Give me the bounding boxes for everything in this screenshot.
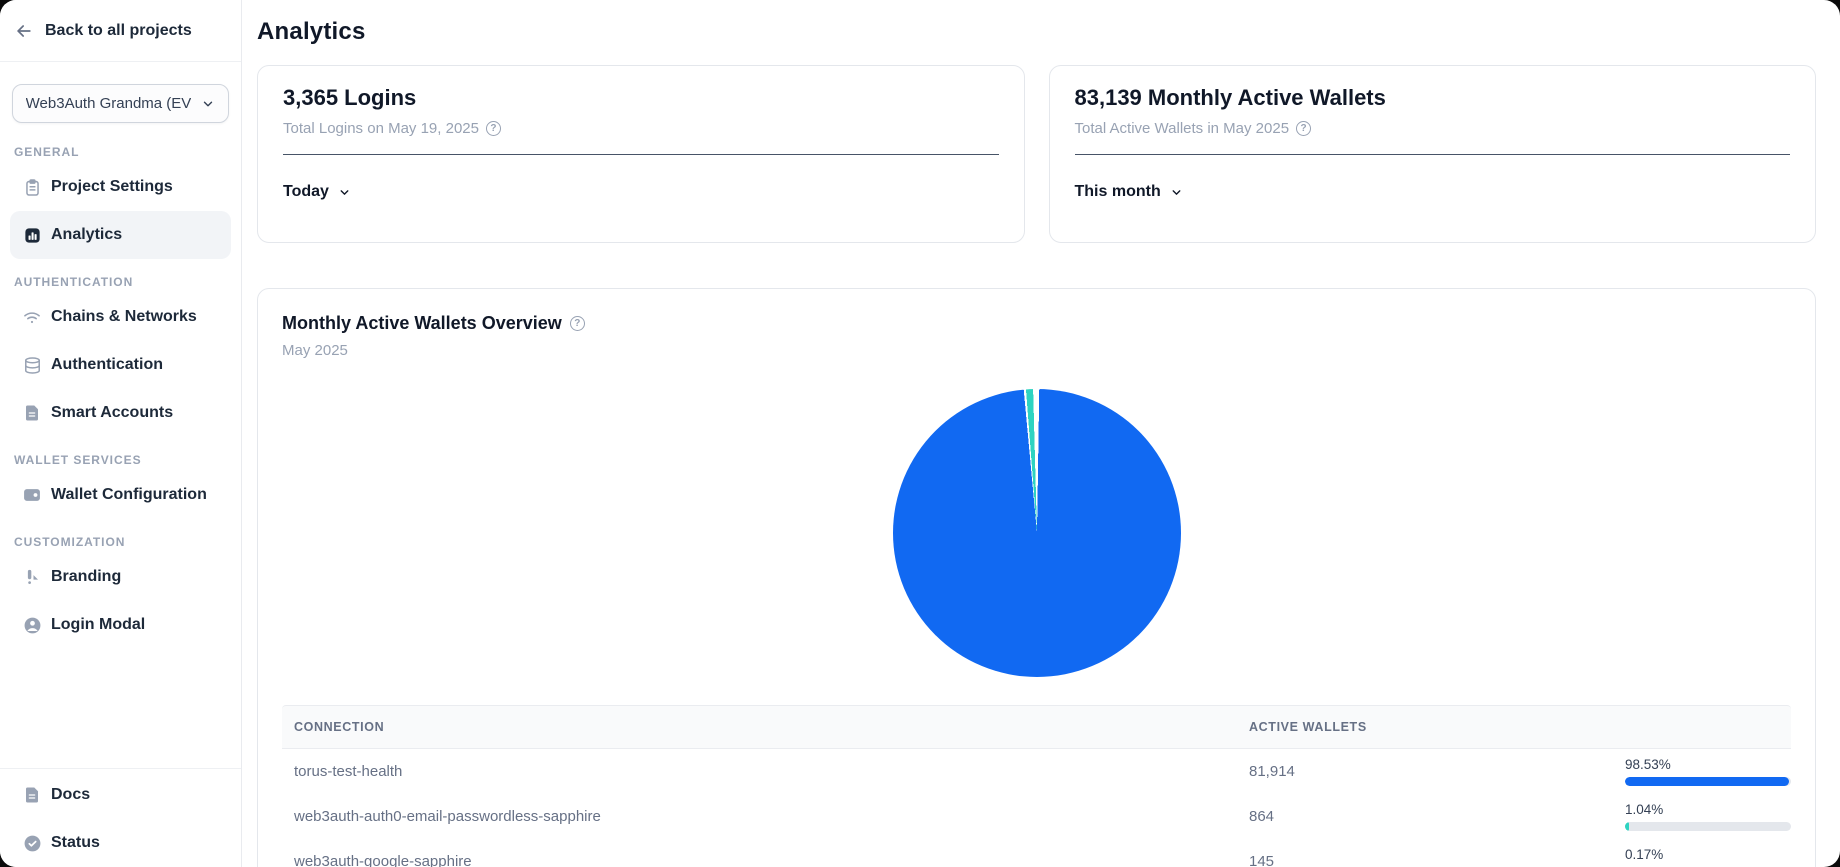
active-wallets-count: 864 [1249,808,1275,825]
back-to-projects-link[interactable]: Back to all projects [0,0,241,62]
user-circle-icon [22,615,42,635]
document-icon [22,785,42,805]
sidebar-item-project-settings[interactable]: Project Settings [10,163,231,211]
page-title: Analytics [257,18,366,45]
divider [1074,154,1790,155]
chevron-down-icon [201,97,215,111]
sidebar-item-docs[interactable]: Docs [10,771,231,819]
brush-icon [22,567,42,587]
sidebar-item-label: Analytics [51,226,123,243]
active-wallets-subtitle: Total Active Wallets in May 2025 [1074,120,1290,137]
progress-bar [1625,822,1791,831]
sidebar-item-label: Wallet Configuration [51,486,207,503]
sidebar-item-label: Branding [51,568,122,585]
sidebar-item-wallet-configuration[interactable]: Wallet Configuration [10,471,231,519]
column-header-connection: CONNECTION [294,720,385,734]
sidebar-item-chains-networks[interactable]: Chains & Networks [10,293,231,341]
arrow-left-icon [14,21,34,41]
back-label: Back to all projects [45,21,192,39]
wallet-icon [22,485,42,505]
check-circle-icon [22,833,42,853]
divider [283,154,999,155]
overview-subtitle: May 2025 [282,342,348,359]
pie-chart [892,389,1181,677]
progress-bar-fill [1625,822,1629,831]
wifi-icon [22,307,42,327]
table-row: torus-test-health 81,914 98.53% [282,749,1791,794]
connection-name: web3auth-google-sapphire [294,853,472,867]
sidebar-item-status[interactable]: Status [10,819,231,867]
help-icon[interactable]: ? [485,121,501,136]
connections-table: CONNECTION ACTIVE WALLETS torus-test-hea… [282,705,1791,867]
sidebar-item-login-modal[interactable]: Login Modal [10,601,231,649]
logins-range-dropdown[interactable]: Today [283,183,351,201]
sidebar-item-label: Project Settings [51,178,173,195]
main-content: Analytics 3,365 Logins Total Logins on M… [242,0,1840,867]
active-wallets-value: 83,139 Monthly Active Wallets [1074,85,1386,110]
range-label: Today [283,183,329,200]
section-label-general: GENERAL [14,145,80,159]
overview-title: Monthly Active Wallets Overview [282,313,562,333]
project-selector-value: Web3Auth Grandma (EV [25,95,192,112]
project-selector-dropdown[interactable]: Web3Auth Grandma (EV [12,84,229,123]
percent-label: 98.53% [1625,757,1671,772]
logins-stat-card: 3,365 Logins Total Logins on May 19, 202… [257,65,1025,243]
stat-cards-row: 3,365 Logins Total Logins on May 19, 202… [257,65,1816,243]
progress-bar [1625,777,1791,786]
bar-chart-icon [22,225,42,245]
table-row: web3auth-auth0-email-passwordless-sapphi… [282,794,1791,839]
percent-cell: 0.17% [1625,847,1791,867]
section-label-wallet-services: WALLET SERVICES [14,453,142,467]
active-wallets-stat-card: 83,139 Monthly Active Wallets Total Acti… [1048,65,1816,243]
progress-bar-fill [1625,777,1789,786]
active-wallets-range-dropdown[interactable]: This month [1075,183,1183,201]
sidebar-item-analytics[interactable]: Analytics [10,211,231,259]
range-label: This month [1074,183,1161,200]
sidebar: Back to all projects Web3Auth Grandma (E… [0,0,242,867]
percent-label: 1.04% [1625,802,1664,817]
monthly-active-wallets-overview-card: Monthly Active Wallets Overview ? May 20… [257,288,1816,867]
sidebar-footer: Docs Status [0,768,241,867]
table-header: CONNECTION ACTIVE WALLETS [282,705,1791,749]
chevron-down-icon [1170,186,1183,199]
sidebar-item-authentication[interactable]: Authentication [10,341,231,389]
connection-name: web3auth-auth0-email-passwordless-sapphi… [294,808,601,825]
sidebar-item-label: Chains & Networks [51,308,197,325]
table-row: web3auth-google-sapphire 145 0.17% [282,839,1791,867]
chevron-down-icon [338,186,351,199]
sidebar-item-smart-accounts[interactable]: Smart Accounts [10,389,231,437]
section-label-customization: CUSTOMIZATION [14,535,126,549]
database-icon [22,355,42,375]
logins-value: 3,365 Logins [283,85,417,110]
sidebar-item-label: Smart Accounts [51,404,174,421]
section-label-authentication: AUTHENTICATION [14,275,134,289]
percent-cell: 98.53% [1625,757,1791,786]
sidebar-item-label: Authentication [51,356,163,373]
column-header-active-wallets: ACTIVE WALLETS [1249,720,1367,734]
help-icon[interactable]: ? [569,316,585,331]
help-icon[interactable]: ? [1296,121,1312,136]
connection-name: torus-test-health [294,763,403,780]
percent-cell: 1.04% [1625,802,1791,831]
active-wallets-count: 81,914 [1249,763,1295,780]
sidebar-item-label: Status [51,834,100,851]
clipboard-icon [22,177,42,197]
sidebar-item-label: Docs [51,786,91,803]
sidebar-item-label: Login Modal [51,616,146,633]
sidebar-item-branding[interactable]: Branding [10,553,231,601]
percent-label: 0.17% [1625,847,1664,862]
document-icon [22,403,42,423]
logins-subtitle: Total Logins on May 19, 2025 [283,120,479,137]
active-wallets-count: 145 [1249,853,1275,867]
